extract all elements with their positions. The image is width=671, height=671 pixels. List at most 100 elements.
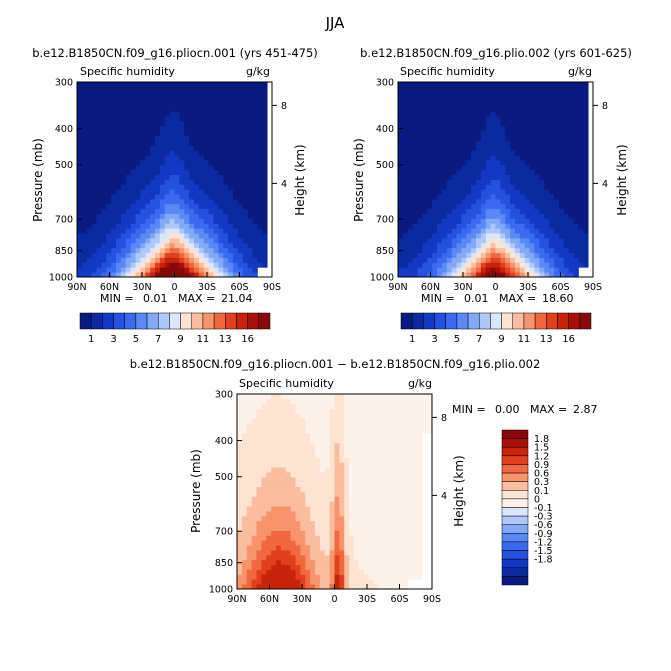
latitude-tick-label: 60S xyxy=(390,594,408,605)
contour-cell xyxy=(461,267,467,273)
contour-cell xyxy=(290,501,296,507)
contour-cell xyxy=(276,545,282,551)
contour-cell xyxy=(315,408,321,414)
contour-cell xyxy=(310,554,316,561)
contour-cell xyxy=(510,194,516,200)
contour-cell xyxy=(256,550,262,556)
contour-cell xyxy=(402,398,409,405)
contour-cell xyxy=(412,82,418,88)
contour-cell xyxy=(159,199,166,205)
contour-cell xyxy=(363,564,370,570)
contour-cell xyxy=(388,550,394,556)
contour-cell xyxy=(116,262,122,268)
contour-cell xyxy=(417,140,423,146)
contour-cell xyxy=(563,106,570,112)
contour-cell xyxy=(534,160,540,166)
colorbar-tick-label: -0.3 xyxy=(534,512,553,523)
contour-cell xyxy=(247,189,253,195)
contour-cell xyxy=(378,545,384,551)
contour-cell xyxy=(208,262,214,268)
colorbar-swatch xyxy=(501,464,529,474)
contour-cell xyxy=(315,496,321,502)
contour-cell xyxy=(251,442,257,449)
contour-cell xyxy=(529,203,535,210)
contour-cell xyxy=(529,86,535,93)
contour-cell xyxy=(237,457,243,463)
contour-cell xyxy=(247,111,253,117)
contour-cell xyxy=(383,408,389,414)
contour-cell xyxy=(77,101,83,107)
contour-cell xyxy=(305,408,311,414)
contour-cell xyxy=(563,91,570,98)
contour-cell xyxy=(256,554,262,561)
contour-cell xyxy=(344,584,350,590)
contour-cell xyxy=(456,125,462,132)
contour-cell xyxy=(549,199,555,205)
contour-cell xyxy=(315,501,321,507)
contour-cell xyxy=(563,130,570,137)
contour-cell xyxy=(402,496,409,502)
contour-cell xyxy=(246,433,253,439)
contour-cell xyxy=(251,511,257,517)
contour-cell xyxy=(155,257,161,263)
contour-cell xyxy=(130,101,136,107)
contour-cell xyxy=(397,447,404,453)
colorbar-tick-label: -0.1 xyxy=(534,503,553,514)
contour-cell xyxy=(441,203,448,210)
contour-cell xyxy=(383,433,389,439)
contour-cell xyxy=(256,535,262,541)
contour-cell xyxy=(194,125,200,132)
contour-cell xyxy=(261,452,267,458)
contour-cell xyxy=(213,262,219,268)
contour-cell xyxy=(315,476,321,483)
contour-cell xyxy=(198,91,205,98)
contour-cell xyxy=(271,423,277,429)
contour-cell xyxy=(500,179,506,185)
contour-cell xyxy=(184,106,190,112)
contour-cell xyxy=(203,96,210,102)
contour-cell xyxy=(544,160,550,166)
contour-cell xyxy=(549,135,555,141)
contour-cell xyxy=(174,242,180,249)
contour-cell xyxy=(140,121,146,127)
contour-cell xyxy=(505,184,511,190)
contour-cell xyxy=(233,228,239,234)
contour-cell xyxy=(344,545,350,551)
contour-cell xyxy=(539,101,545,107)
contour-cell xyxy=(150,116,156,122)
contour-cell xyxy=(524,184,531,190)
contour-cell xyxy=(155,242,161,249)
contour-cell xyxy=(393,515,399,522)
contour-cell xyxy=(91,145,97,151)
contour-cell xyxy=(91,140,97,146)
contour-cell xyxy=(324,486,331,492)
contour-cell xyxy=(417,233,423,239)
contour-cell xyxy=(529,150,535,156)
contour-cell xyxy=(432,121,438,127)
contour-cell xyxy=(539,179,545,185)
contour-cell xyxy=(125,247,132,254)
contour-cell xyxy=(266,559,272,566)
contour-cell xyxy=(261,564,267,570)
contour-cell xyxy=(334,447,340,453)
contour-cell xyxy=(194,247,200,254)
contour-cell xyxy=(218,150,224,156)
contour-cell xyxy=(86,150,93,156)
contour-cell xyxy=(393,530,399,536)
contour-cell xyxy=(261,418,267,424)
contour-cell xyxy=(417,145,423,151)
contour-cell xyxy=(242,155,249,161)
contour-cell xyxy=(213,169,219,176)
contour-cell xyxy=(256,462,262,468)
contour-cell xyxy=(310,433,316,439)
contour-cell xyxy=(500,257,506,263)
contour-cell xyxy=(329,540,335,546)
contour-cell xyxy=(189,242,195,249)
contour-cell xyxy=(568,189,574,195)
contour-cell xyxy=(515,86,521,93)
contour-cell xyxy=(427,413,433,419)
contour-cell xyxy=(218,242,224,249)
contour-cell xyxy=(417,228,423,234)
contour-cell xyxy=(344,574,350,580)
contour-cell xyxy=(101,252,107,258)
